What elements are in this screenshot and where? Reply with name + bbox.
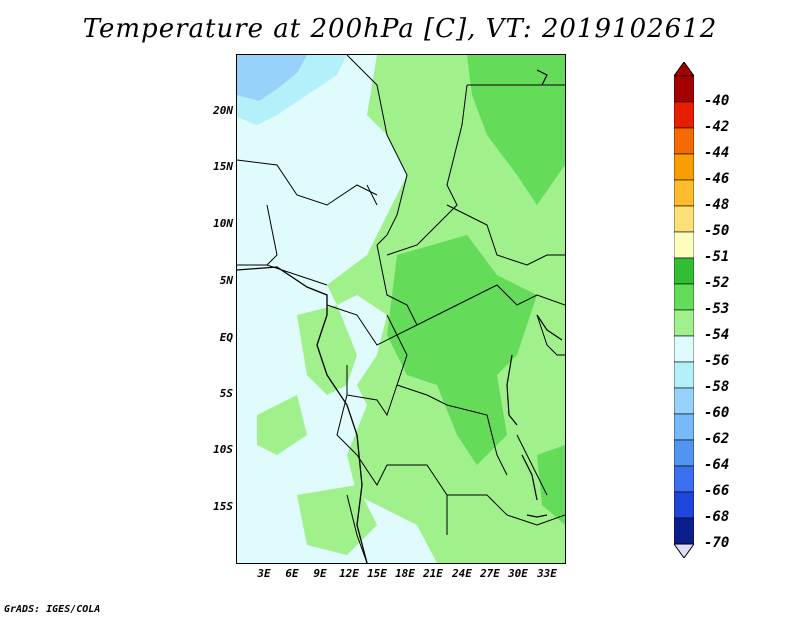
colorbar-label: -52 xyxy=(704,275,730,291)
lat-label: 15N xyxy=(213,160,233,173)
colorbar-label: -68 xyxy=(704,509,730,525)
colorbar-cell xyxy=(674,439,694,467)
colorbar-cell xyxy=(674,491,694,519)
colorbar-cell xyxy=(674,101,694,129)
colorbar-cell xyxy=(674,413,694,441)
colorbar-label: -64 xyxy=(704,457,730,473)
colorbar-over-triangle xyxy=(674,62,694,77)
lat-label: 20N xyxy=(213,104,233,117)
lon-label: 30E xyxy=(508,567,528,580)
lat-label: 5N xyxy=(219,274,233,287)
colorbar-label: -53 xyxy=(704,301,730,317)
lon-label: 27E xyxy=(480,567,500,580)
colorbar-cell xyxy=(674,153,694,181)
colorbar-label: -51 xyxy=(704,249,730,265)
country-borders xyxy=(237,55,565,563)
colorbar-label: -60 xyxy=(704,405,730,421)
lon-label: 24E xyxy=(452,567,472,580)
colorbar-cell xyxy=(674,257,694,285)
lat-label: 10S xyxy=(213,443,233,456)
temperature-map xyxy=(237,55,565,563)
colorbar-label: -62 xyxy=(704,431,730,447)
colorbar-label: -50 xyxy=(704,223,730,239)
colorbar-label: -70 xyxy=(704,535,730,551)
colorbar-label: -58 xyxy=(704,379,730,395)
lon-label: 6E xyxy=(285,567,299,580)
colorbar-cell xyxy=(674,283,694,311)
colorbar-cell xyxy=(674,75,694,103)
lon-label: 9E xyxy=(313,567,327,580)
colorbar-cell xyxy=(674,205,694,233)
credit-text: GrADS: IGES/COLA xyxy=(4,604,101,615)
colder-region-nw xyxy=(237,55,307,101)
colorbar-cell xyxy=(674,517,694,545)
map-title: Temperature at 200hPa [C], VT: 201910261… xyxy=(82,14,718,44)
colorbar-label: -66 xyxy=(704,483,730,499)
lat-label: 15S xyxy=(213,500,233,513)
colorbar-label: -40 xyxy=(704,93,730,109)
colorbar-cell xyxy=(674,231,694,259)
colorbar-cell xyxy=(674,361,694,389)
colorbar-label: -46 xyxy=(704,171,730,187)
lakes xyxy=(506,69,563,518)
lon-label: 21E xyxy=(423,567,443,580)
region-minus52-ne xyxy=(467,55,565,205)
lon-label: 18E xyxy=(395,567,415,580)
coastline xyxy=(237,266,368,563)
region-minus52-center xyxy=(387,235,537,465)
colorbar-label: -56 xyxy=(704,353,730,369)
colorbar xyxy=(674,62,694,558)
colorbar-under-triangle xyxy=(674,543,694,558)
map-panel xyxy=(236,54,566,564)
lat-label: 5S xyxy=(219,387,233,400)
colorbar-label: -42 xyxy=(704,119,730,135)
colorbar-cell xyxy=(674,335,694,363)
lon-label: 33E xyxy=(537,567,557,580)
colorbar-label: -44 xyxy=(704,145,730,161)
colorbar-cell xyxy=(674,179,694,207)
colorbar-cell xyxy=(674,465,694,493)
lat-label: EQ xyxy=(219,331,233,344)
lon-label: 15E xyxy=(367,567,387,580)
lat-label: 10N xyxy=(213,217,233,230)
colorbar-label: -54 xyxy=(704,327,730,343)
lon-label: 3E xyxy=(257,567,271,580)
colorbar-cell xyxy=(674,309,694,337)
colorbar-label: -48 xyxy=(704,197,730,213)
colorbar-cell xyxy=(674,387,694,415)
lon-label: 12E xyxy=(339,567,359,580)
colorbar-cell xyxy=(674,127,694,155)
